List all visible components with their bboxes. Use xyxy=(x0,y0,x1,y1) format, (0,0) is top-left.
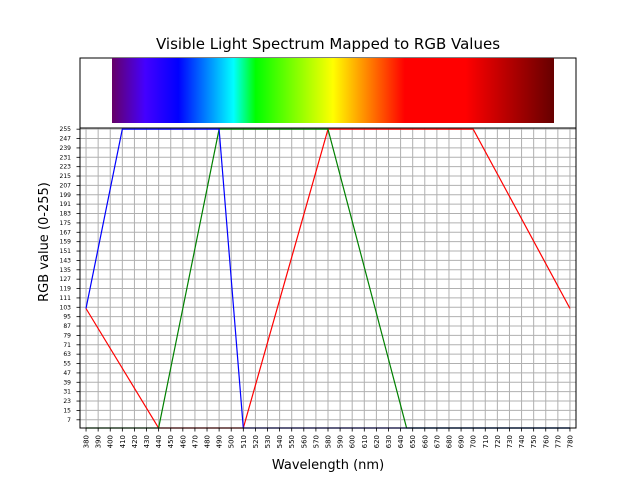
y-tick-label: 47 xyxy=(63,370,71,377)
y-tick-label: 183 xyxy=(60,211,72,218)
x-tick-label: 580 xyxy=(325,435,333,448)
y-tick-label: 175 xyxy=(60,220,72,227)
x-tick-label: 710 xyxy=(482,435,490,448)
y-tick-label: 151 xyxy=(60,248,72,255)
chart-title: Visible Light Spectrum Mapped to RGB Val… xyxy=(156,35,500,53)
x-tick-label: 780 xyxy=(567,435,575,448)
x-tick-label: 680 xyxy=(446,435,454,448)
y-tick-label: 127 xyxy=(60,276,72,283)
x-tick-label: 410 xyxy=(119,435,127,448)
y-tick-label: 135 xyxy=(60,267,72,274)
y-tick-label: 143 xyxy=(60,257,72,264)
spectrum-band-panel xyxy=(79,57,577,129)
x-tick-label: 530 xyxy=(264,435,272,448)
y-tick-label: 95 xyxy=(63,314,71,321)
y-tick-label: 111 xyxy=(60,295,72,302)
x-tick-label: 430 xyxy=(143,435,151,448)
x-tick-label: 570 xyxy=(312,435,320,448)
x-tick-label: 730 xyxy=(506,435,514,448)
x-tick-label: 590 xyxy=(337,435,345,448)
x-tick-label: 750 xyxy=(530,435,538,448)
x-tick-label: 660 xyxy=(421,435,429,448)
x-tick-label: 600 xyxy=(349,435,357,448)
x-tick-label: 610 xyxy=(361,435,369,448)
x-tick-label: 470 xyxy=(191,435,199,448)
x-tick-label: 480 xyxy=(204,435,212,448)
y-tick-label: 15 xyxy=(63,407,71,414)
x-tick-label: 630 xyxy=(385,435,393,448)
x-tick-label: 400 xyxy=(107,435,115,448)
x-tick-label: 490 xyxy=(216,435,224,448)
series-line xyxy=(85,128,571,429)
x-tick-label: 540 xyxy=(276,435,284,448)
y-tick-label: 239 xyxy=(60,145,72,152)
grid xyxy=(80,128,576,428)
x-tick-label: 420 xyxy=(131,435,139,448)
x-tick-label: 620 xyxy=(373,435,381,448)
y-tick-label: 215 xyxy=(60,173,72,180)
y-axis-title: RGB value (0-255) xyxy=(37,182,52,302)
y-axis: 7 15 23 31 39 47 55 63 71 79 87 95 103 111 119 127 135 14… xyxy=(60,126,80,424)
spectrum-color-band xyxy=(112,58,554,123)
x-tick-label: 770 xyxy=(554,435,562,448)
y-tick-label: 71 xyxy=(63,342,71,349)
x-axis: 380 390 400 410 420 430 440 450 460 470 480 490 500 5… xyxy=(83,428,575,448)
x-tick-label: 550 xyxy=(288,435,296,448)
x-tick-label: 520 xyxy=(252,435,260,448)
x-tick-label: 690 xyxy=(458,435,466,448)
x-tick-label: 740 xyxy=(518,435,526,448)
y-tick-label: 39 xyxy=(63,379,71,386)
x-tick-label: 510 xyxy=(240,435,248,448)
y-tick-label: 63 xyxy=(63,351,71,358)
x-tick-label: 450 xyxy=(167,435,175,448)
y-tick-label: 7 xyxy=(67,417,71,424)
x-tick-label: 640 xyxy=(397,435,405,448)
y-tick-label: 79 xyxy=(63,332,71,339)
y-tick-label: 199 xyxy=(60,192,72,199)
y-tick-label: 159 xyxy=(60,239,72,246)
x-tick-label: 390 xyxy=(95,435,103,448)
y-tick-label: 191 xyxy=(60,201,72,208)
y-tick-label: 167 xyxy=(60,229,72,236)
x-tick-label: 670 xyxy=(433,435,441,448)
x-tick-label: 700 xyxy=(470,435,478,448)
x-tick-label: 380 xyxy=(83,435,91,448)
y-tick-label: 55 xyxy=(63,361,71,368)
y-tick-label: 247 xyxy=(60,136,72,143)
y-tick-label: 87 xyxy=(63,323,71,330)
y-tick-label: 223 xyxy=(60,164,72,171)
x-tick-label: 460 xyxy=(179,435,187,448)
y-tick-label: 255 xyxy=(60,126,72,133)
y-tick-label: 207 xyxy=(60,182,72,189)
x-tick-label: 760 xyxy=(542,435,550,448)
y-tick-label: 23 xyxy=(63,398,71,405)
x-tick-label: 720 xyxy=(494,435,502,448)
y-tick-label: 103 xyxy=(60,304,72,311)
x-tick-label: 500 xyxy=(228,435,236,448)
y-tick-label: 231 xyxy=(60,154,72,161)
x-axis-title: Wavelength (nm) xyxy=(272,458,384,473)
x-tick-label: 440 xyxy=(155,435,163,448)
y-tick-label: 31 xyxy=(63,389,71,396)
x-tick-label: 650 xyxy=(409,435,417,448)
x-tick-label: 560 xyxy=(300,435,308,448)
y-tick-label: 119 xyxy=(60,286,72,293)
